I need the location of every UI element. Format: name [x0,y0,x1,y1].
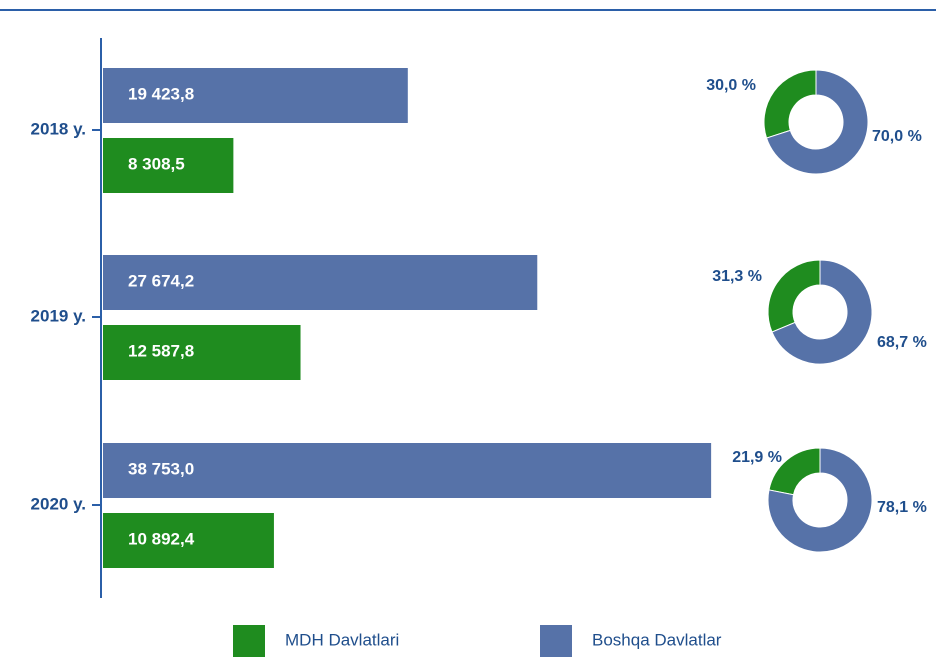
percent-label: 70,0 % [872,128,922,145]
donut-segment [771,259,873,365]
legend-swatch [540,625,572,657]
donut-segment [767,447,873,553]
value-label: 8 308,5 [128,154,185,173]
bar [103,68,408,123]
value-label: 12 587,8 [128,341,194,360]
legend-swatch [233,625,265,657]
value-label: 19 423,8 [128,84,194,103]
category-label: 2018 y. [31,119,86,138]
legend-label: Boshqa Davlatlar [592,630,722,649]
bar [103,255,538,310]
bar [103,138,234,193]
donut-segment [763,69,817,139]
percent-label: 78,1 % [877,499,927,516]
bar [103,513,274,568]
legend-label: MDH Davlatlari [285,630,399,649]
donut-segment [767,259,821,333]
percent-label: 68,7 % [877,334,927,351]
value-label: 38 753,0 [128,459,194,478]
percent-label: 30,0 % [706,77,756,94]
donut-segment [765,69,869,175]
bar [103,325,301,380]
category-label: 2019 y. [31,306,86,325]
percent-label: 21,9 % [732,449,782,466]
value-label: 10 892,4 [128,529,195,548]
bar [103,443,712,498]
category-label: 2020 y. [31,494,86,513]
percent-label: 31,3 % [712,268,762,285]
value-label: 27 674,2 [128,271,194,290]
